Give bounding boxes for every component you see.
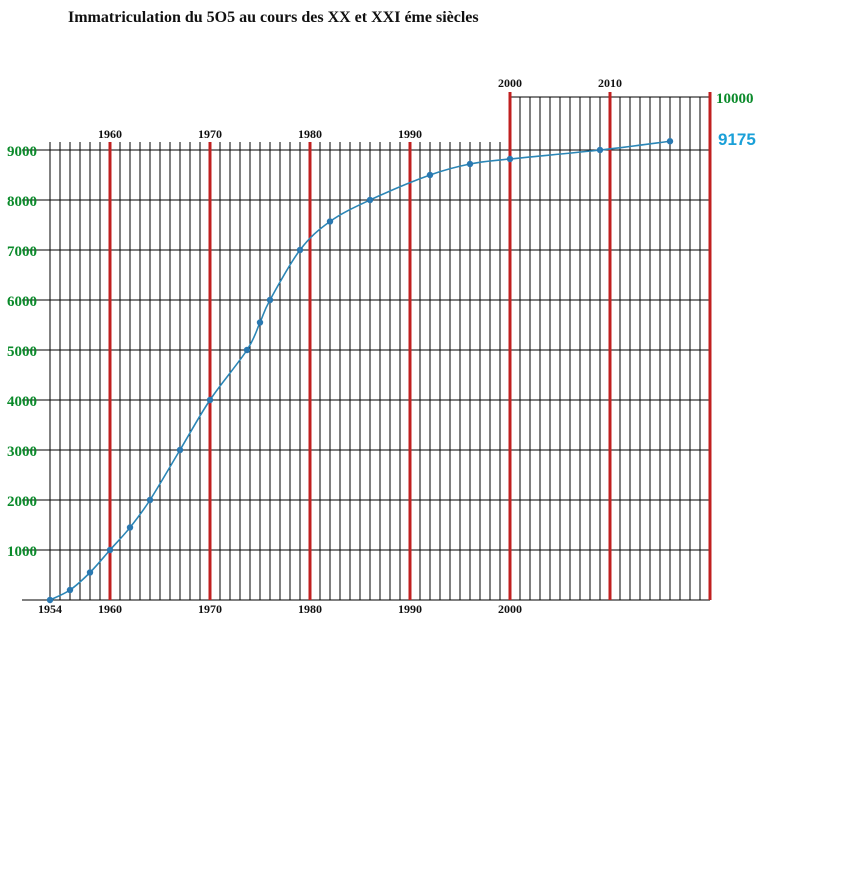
y-tick-label: 4000 [7,394,37,410]
data-point [596,146,604,154]
data-point [506,155,514,163]
data-point [256,319,264,326]
x-tick-label-top: 1970 [198,127,222,141]
data-point [176,446,184,454]
y-tick-label: 3000 [7,444,37,460]
data-point [666,138,674,145]
data-point [206,396,214,404]
y-tick-label: 2000 [7,494,37,510]
axis-labels: 1000 2000 3000 4000 5000 6000 7000 8000 9000 1954… [7,76,756,616]
x-tick-label-bottom: 1990 [398,602,422,616]
y-tick-label: 7000 [7,244,37,260]
data-point [366,196,374,204]
y-tick-label: 6000 [7,294,37,310]
data-point [466,160,474,168]
upper-value-label: 10000 [716,91,754,107]
data-point [46,596,54,604]
data-point [243,346,251,354]
y-tick-label: 5000 [7,344,37,360]
x-tick-label-bottom: 1954 [38,602,62,616]
y-tick-label: 1000 [7,544,37,560]
data-point [326,218,334,225]
x-tick-label-top: 1990 [398,127,422,141]
data-point [126,524,134,531]
last-value-label: 9175 [718,130,756,149]
x-tick-label-top: 1960 [98,127,122,141]
data-point [106,546,114,554]
y-tick-label: 9000 [7,144,37,160]
x-tick-label-bottom: 2000 [498,602,522,616]
data-point [86,569,94,576]
chart-title: Immatriculation du 5O5 au cours des XX e… [68,9,479,26]
decade-lines [108,92,712,600]
x-tick-label-upper: 2010 [598,76,622,90]
y-tick-label: 8000 [7,194,37,210]
x-tick-label-bottom: 1970 [198,602,222,616]
x-tick-label-bottom: 1980 [298,602,322,616]
series [46,138,674,604]
x-tick-label-top: 1980 [298,127,322,141]
data-point [266,296,274,304]
data-point [296,246,304,254]
data-point [146,496,154,504]
grid [22,96,711,601]
data-point [66,586,74,594]
x-tick-label-bottom: 1960 [98,602,122,616]
data-point [426,171,434,179]
x-tick-label-upper: 2000 [498,76,522,90]
